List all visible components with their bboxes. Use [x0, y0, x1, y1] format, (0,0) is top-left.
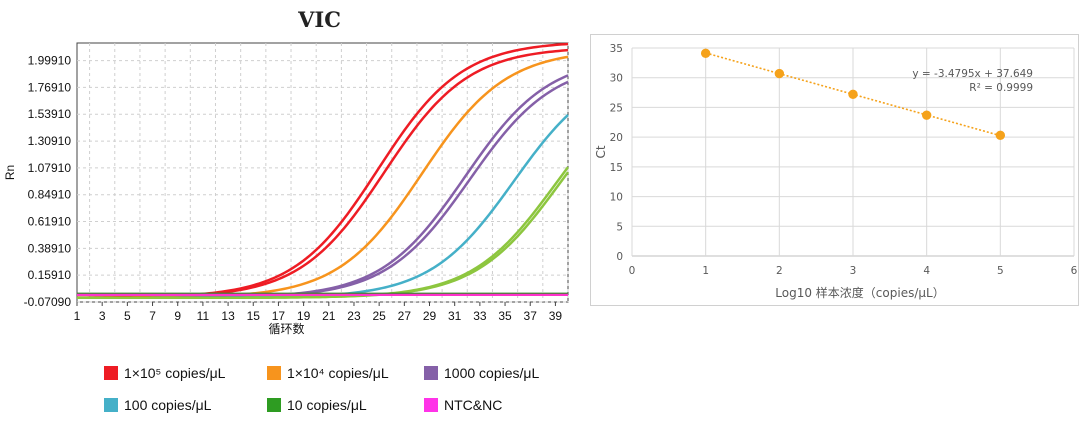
x-tick-label: 29	[423, 309, 437, 323]
y-tick-label: 0	[616, 251, 623, 263]
y-tick-label: 5	[616, 221, 623, 233]
x-tick-label: 37	[524, 309, 538, 323]
trendline-equation: y = -3.4795x + 37.649	[912, 68, 1033, 80]
x-tick-label: 31	[448, 309, 462, 323]
amplification-legend: 1×10⁵ copies/μL 1×10⁴ copies/μL 1000 copie…	[104, 362, 574, 418]
y-tick-label: 1.99910	[28, 54, 72, 68]
x-tick-label: 1	[74, 309, 81, 323]
y-tick-label: 10	[610, 192, 623, 204]
y-tick-label: 0.38910	[28, 241, 72, 255]
data-point	[848, 89, 858, 100]
x-tick-label: 6	[1071, 265, 1078, 277]
y-tick-label: 1.76910	[28, 80, 72, 94]
x-tick-label: 2	[776, 265, 783, 277]
legend-item: 1000 copies/μL	[424, 364, 539, 382]
y-tick-label: 0.15910	[28, 268, 72, 282]
y-tick-label: 15	[610, 162, 623, 174]
standard-curve-chart: 0 5 10 15 20 25 30 35 0 1 2 3 4 5 6 Ct Log10 样本浓度（copies…	[590, 34, 1079, 306]
legend-label: 10 copies/μL	[287, 397, 367, 413]
x-tick-label: 35	[498, 309, 512, 323]
y-tick-label: 1.53910	[28, 107, 72, 121]
y-tick-label: 30	[610, 73, 623, 85]
legend-swatch	[424, 398, 438, 412]
y-axis-label: Ct	[594, 145, 608, 158]
x-tick-label: 27	[398, 309, 412, 323]
legend-item: 1×10⁴ copies/μL	[267, 364, 389, 382]
y-tick-label: 0.61910	[28, 215, 72, 229]
legend-item: 10 copies/μL	[267, 396, 367, 414]
y-tick-label: 0.84910	[28, 188, 72, 202]
x-tick-label: 1	[702, 265, 709, 277]
y-tick-label: 35	[610, 43, 623, 55]
x-tick-label: 9	[174, 309, 181, 323]
data-point	[700, 48, 711, 59]
standard-curve-plot: 0 5 10 15 20 25 30 35 0 1 2 3 4 5 6 Ct Log10 样本浓度（copies…	[594, 43, 1078, 300]
data-point	[921, 110, 932, 120]
x-tick-label: 23	[347, 309, 361, 323]
x-tick-label: 3	[850, 265, 857, 277]
x-tick-label: 33	[473, 309, 487, 323]
x-tick-label: 21	[322, 309, 336, 323]
data-point	[774, 68, 785, 79]
legend-item: 1×10⁵ copies/μL	[104, 364, 225, 382]
legend-swatch	[104, 366, 118, 380]
x-tick-label: 0	[629, 265, 636, 277]
legend-label: NTC&NC	[444, 397, 503, 413]
x-axis-label: 循环数	[268, 321, 304, 336]
y-tick-label: 1.30910	[28, 134, 72, 148]
legend-label: 100 copies/μL	[124, 397, 212, 413]
legend-label: 1×10⁴ copies/μL	[287, 365, 389, 381]
legend-item: NTC&NC	[424, 396, 502, 414]
x-tick-label: 3	[99, 309, 106, 323]
chart-title: VIC	[297, 7, 341, 32]
amplification-plot: VIC 1.99910 1.76910 1.53910 1.30910 1.07910 0.…	[3, 7, 570, 336]
plot-frame	[76, 42, 569, 303]
amplification-chart: VIC 1.99910 1.76910 1.53910 1.30910 1.07910 0.…	[3, 7, 574, 418]
y-tick-label: 20	[610, 132, 623, 144]
y-tick-label: 1.07910	[28, 161, 72, 175]
y-tick-label: 25	[610, 102, 623, 114]
x-tick-label: 7	[149, 309, 156, 323]
data-point	[995, 130, 1006, 141]
x-tick-label: 19	[297, 309, 311, 323]
x-tick-label: 4	[923, 265, 930, 277]
x-tick-label: 15	[247, 309, 261, 323]
amplification-curve	[77, 171, 570, 300]
x-tick-label: 5	[997, 265, 1004, 277]
x-tick-label: 11	[197, 309, 210, 323]
x-tick-label: 13	[221, 309, 235, 323]
y-axis-label: Rn	[3, 165, 17, 180]
x-tick-label: 5	[124, 309, 131, 323]
x-tick-label: 17	[272, 309, 286, 323]
r-squared: R² = 0.9999	[969, 82, 1033, 94]
legend-label: 1×10⁵ copies/μL	[124, 365, 226, 381]
legend-swatch	[424, 366, 438, 380]
legend-swatch	[267, 366, 281, 380]
legend-label: 1000 copies/μL	[444, 365, 540, 381]
x-tick-label: 39	[549, 309, 563, 323]
legend-swatch	[104, 398, 118, 412]
legend-swatch	[267, 398, 281, 412]
x-tick-label: 25	[372, 309, 386, 323]
x-axis-label: Log10 样本浓度（copies/μL）	[775, 285, 944, 300]
legend-item: 100 copies/μL	[104, 396, 211, 414]
y-tick-label: -0.07090	[24, 295, 72, 309]
